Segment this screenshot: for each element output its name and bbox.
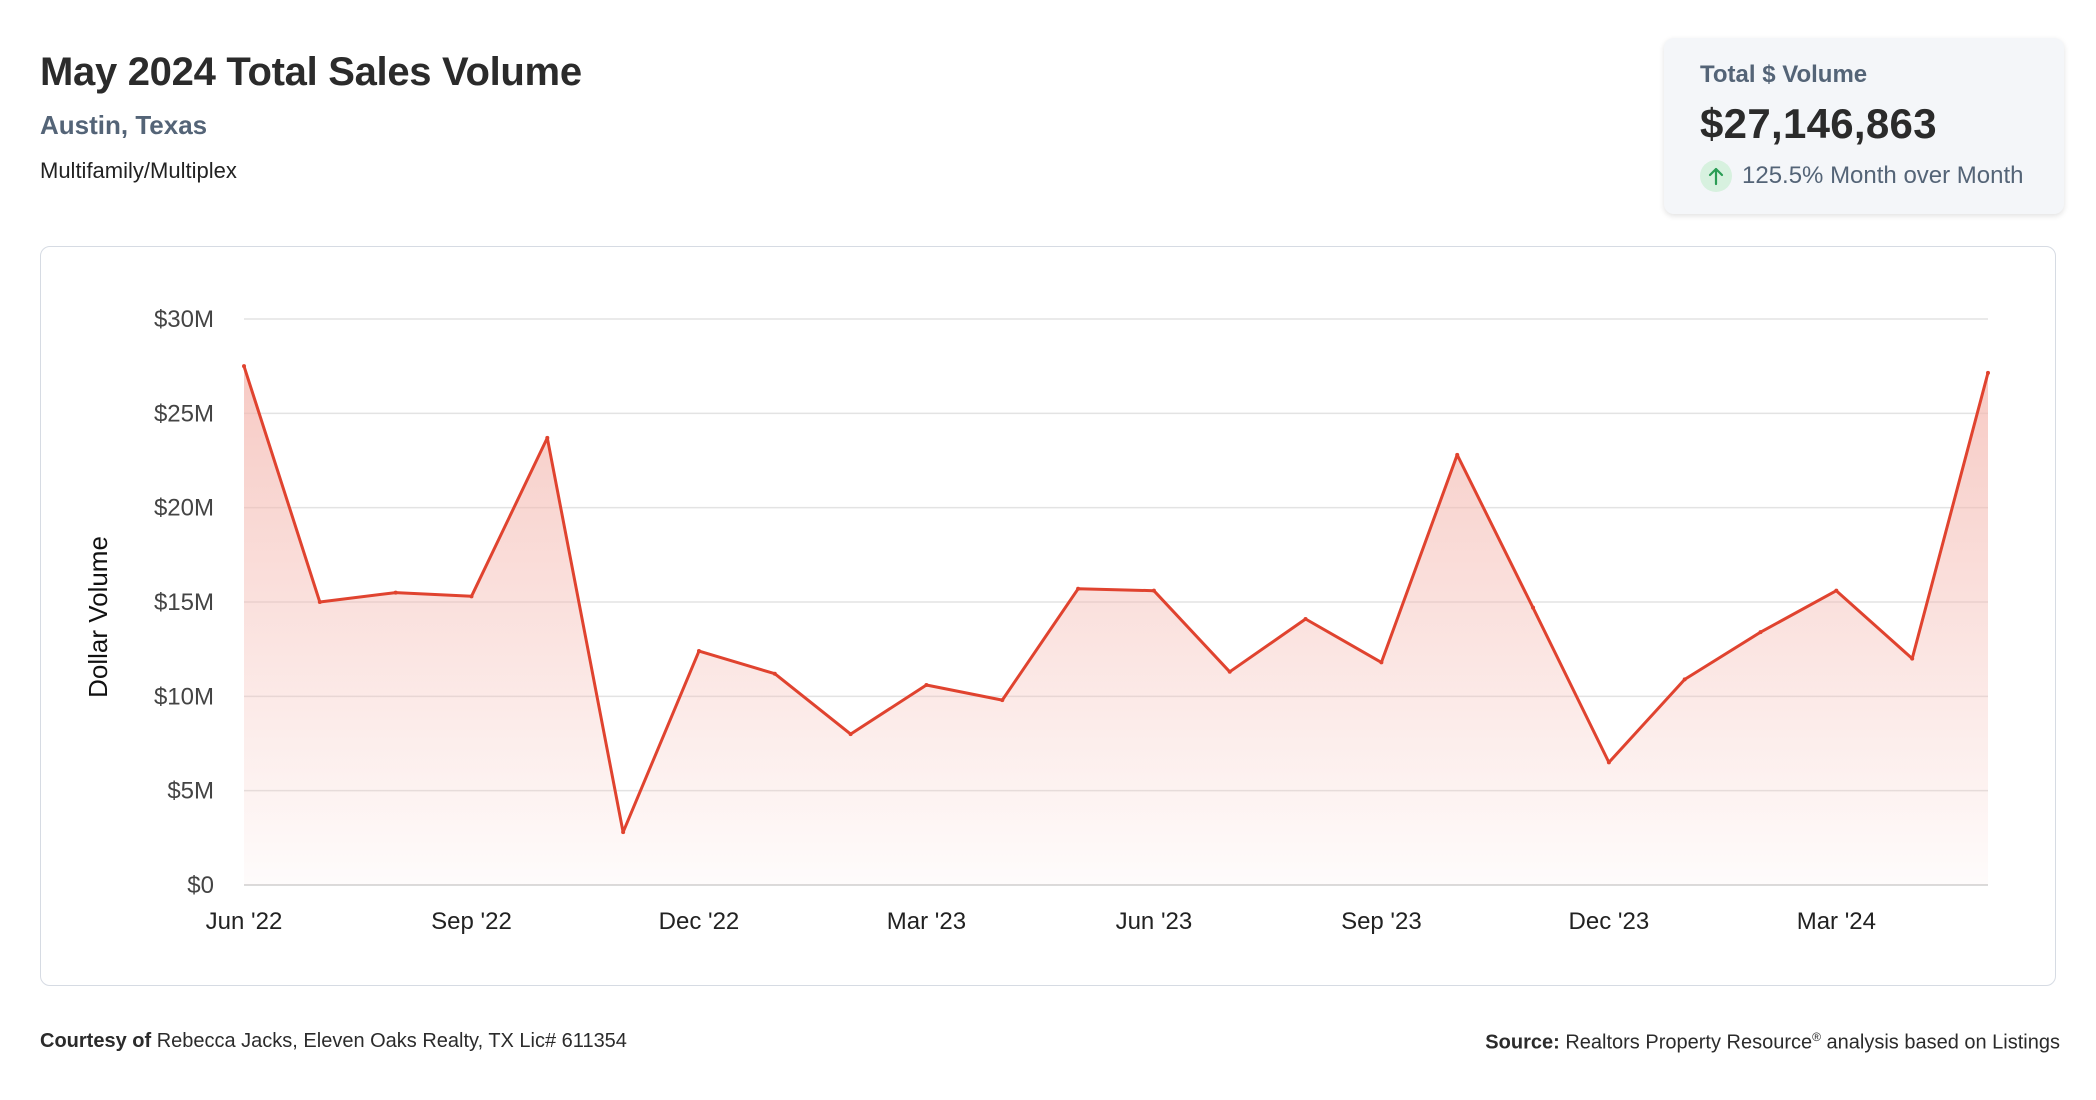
location-subtitle: Austin, Texas [40,110,208,140]
source-text: Realtors Property Resource [1565,1031,1813,1054]
series-line [242,365,1990,834]
data-point [242,364,246,369]
total-volume-card: Total $ Volume $27,146,863 125.5% Month … [1664,38,2064,214]
registered-mark: ® [1812,1030,1821,1044]
data-point [1455,452,1460,457]
source-text-after: analysis based on Listings [1820,1031,2061,1054]
data-point [1000,698,1005,703]
chart-card: $0 $5M $10M $15M $20M $25M $30M Jun '22 Sep '22… [40,246,2056,986]
kpi-value: $27,146,863 [1700,100,1937,147]
y-tick-label: $10M [154,683,214,710]
data-point [317,600,322,604]
courtesy-text: Rebecca Jacks, Eleven Oaks Realty, TX Li… [156,1030,627,1052]
y-tick-label: $20M [154,495,214,522]
data-point [1910,656,1915,661]
data-point [696,649,701,654]
data-point [1834,588,1839,593]
data-point [469,594,474,599]
y-tick-label: $25M [154,400,214,427]
y-axis-ticks: $0 $5M $10M $15M $20M $25M $30M [154,306,214,899]
arrow-up-icon [1700,160,1732,192]
sales-volume-chart: $0 $5M $10M $15M $20M $25M $30M Jun '22 Sep '22… [83,306,1990,935]
x-tick-label: Jun '22 [206,908,283,935]
data-points [242,364,1990,835]
source-label: Source: [1485,1031,1560,1054]
data-point [1531,605,1536,610]
x-tick-label: Sep '23 [1341,908,1422,935]
y-tick-label: $15M [154,589,214,616]
data-point [1151,588,1156,593]
x-tick-label: Mar '23 [887,908,966,935]
data-point [924,683,929,688]
data-point [1076,586,1081,591]
data-point [545,435,550,440]
x-tick-label: Jun '23 [1116,908,1193,935]
header: May 2024 Total Sales Volume Austin, Texa… [40,46,582,186]
kpi-change-text: 125.5% Month over Month [1742,162,2024,189]
courtesy-label: Courtesy of [40,1030,152,1052]
data-point [772,671,777,676]
y-tick-label: $0 [187,872,214,899]
data-point [621,830,626,835]
y-tick-label: $5M [167,778,214,805]
kpi-change: 125.5% Month over Month [1700,160,2064,192]
page-title: May 2024 Total Sales Volume [40,50,582,94]
data-point [1986,370,1990,375]
y-axis-label: Dollar Volume [83,536,113,698]
source-footer: Source: Realtors Property Resource® anal… [1485,1030,2060,1055]
data-point [1379,660,1384,665]
data-point [393,590,398,595]
x-tick-label: Dec '23 [1569,908,1650,935]
courtesy-footer: Courtesy of Rebecca Jacks, Eleven Oaks R… [40,1030,627,1053]
x-tick-label: Dec '22 [659,908,740,935]
kpi-label: Total $ Volume [1700,61,1868,88]
data-point [1682,677,1687,682]
data-point [1303,616,1308,621]
data-point [1606,760,1611,765]
y-tick-label: $30M [154,306,214,333]
x-axis-ticks: Jun '22 Sep '22 Dec '22 Mar '23 Jun '23 Sep '… [206,908,1876,935]
x-tick-label: Sep '22 [431,908,512,935]
area-fill [244,366,1988,885]
data-point [1758,630,1763,635]
property-type-label: Multifamily/Multiplex [40,158,237,183]
x-tick-label: Mar '24 [1797,908,1876,935]
data-point [848,732,853,737]
data-point [1227,669,1232,674]
